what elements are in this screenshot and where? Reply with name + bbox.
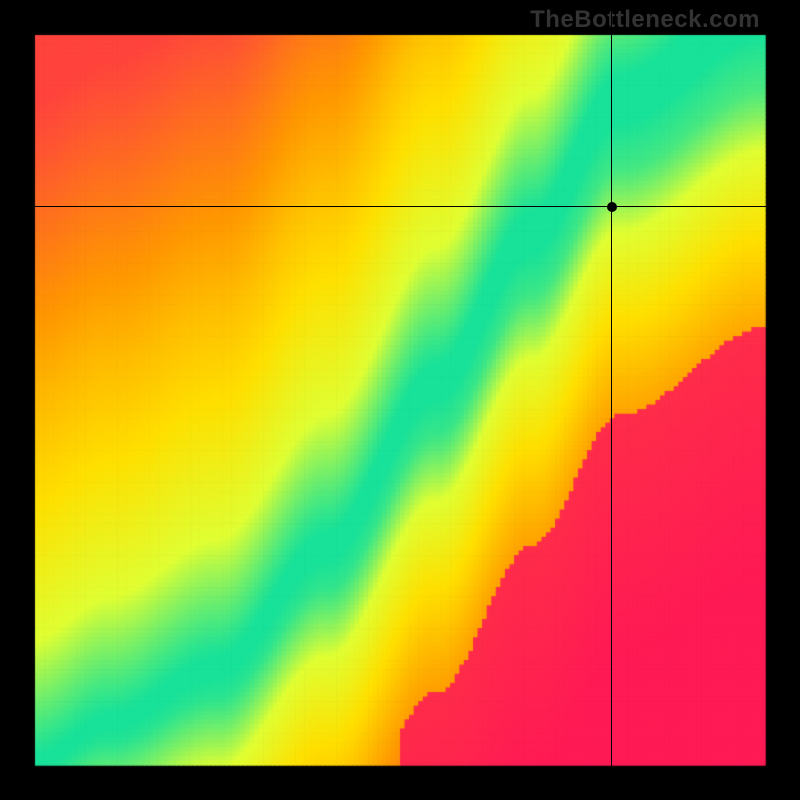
crosshair-point[interactable] [607, 202, 617, 212]
bottleneck-heatmap [0, 0, 800, 800]
crosshair-vertical [611, 0, 612, 800]
crosshair-horizontal [0, 206, 800, 207]
watermark-text: TheBottleneck.com [530, 6, 760, 34]
